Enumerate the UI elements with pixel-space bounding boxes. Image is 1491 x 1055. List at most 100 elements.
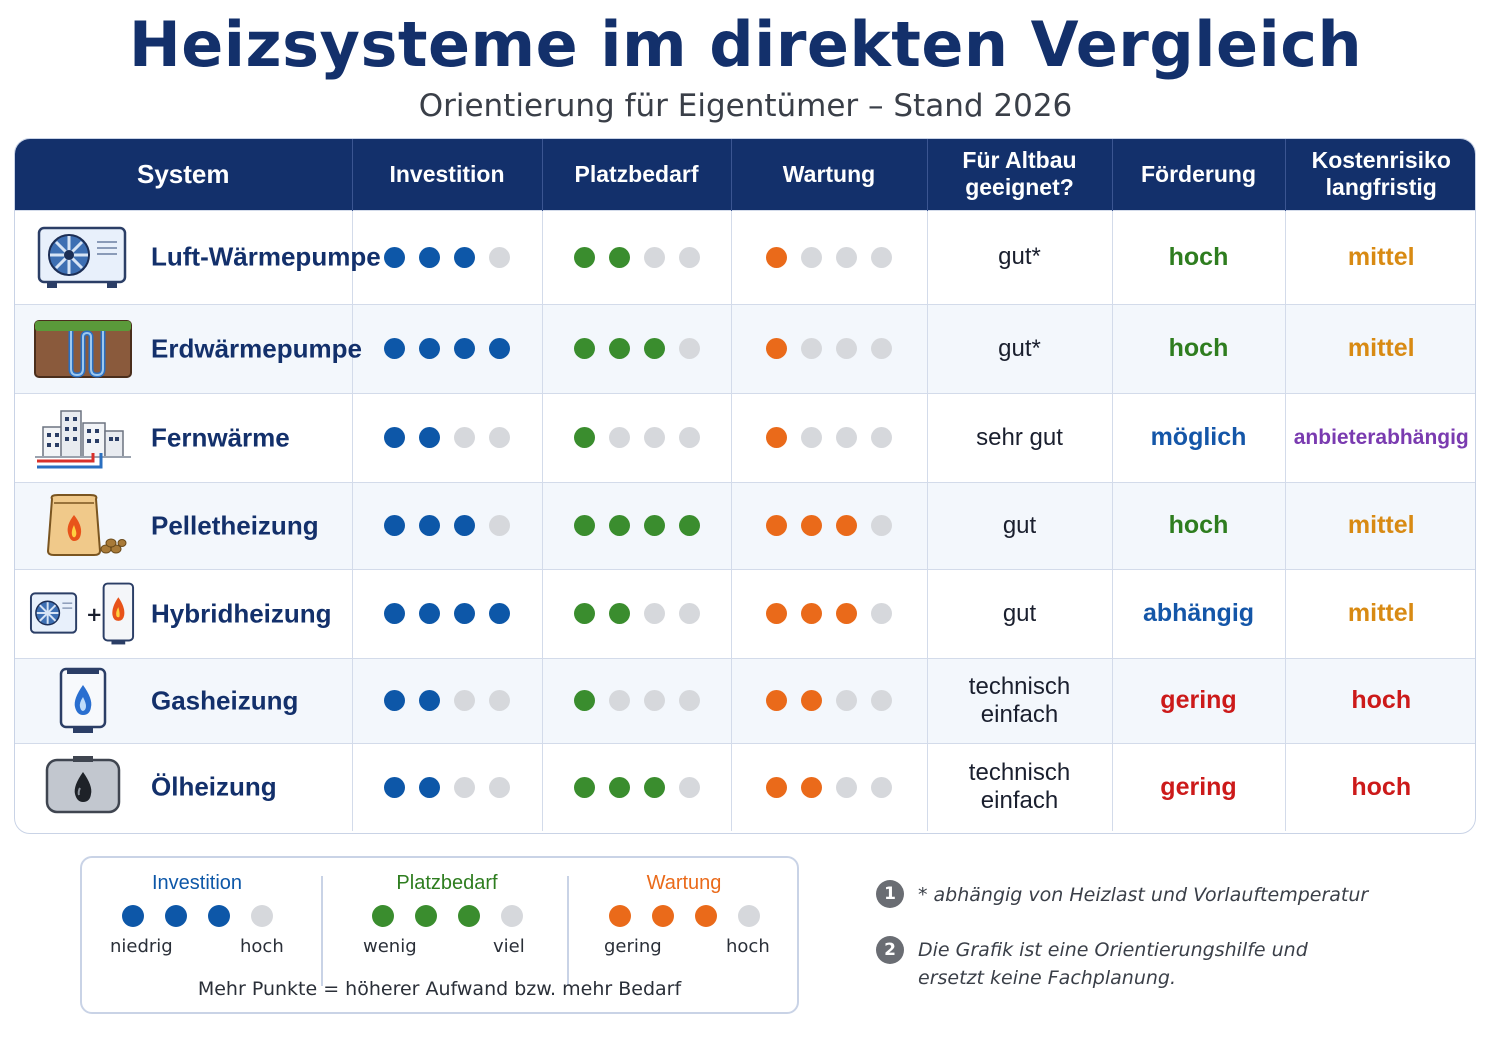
wartung-dot: [766, 338, 787, 359]
legend-platzbedarf-dots: [337, 905, 557, 927]
cell-system: Erdwärmepumpe: [15, 303, 362, 393]
cell-investition: [352, 209, 543, 304]
wartung-dots: [732, 603, 927, 624]
platzbedarf-dots: [543, 427, 731, 448]
header-altbau: Für Altbau geeignet?: [927, 139, 1113, 210]
wartung-dot: [836, 776, 857, 798]
cell-foerderung: gering: [1112, 657, 1286, 743]
platzbedarf-dot: [608, 427, 630, 448]
cell-foerderung: hoch: [1112, 481, 1286, 569]
cell-system: Ölheizung: [15, 742, 353, 831]
platzbedarf-dot: [678, 338, 700, 359]
header-altbau-label: Für Altbau geeignet?: [962, 147, 1077, 201]
cell-platzbedarf: [542, 657, 732, 743]
investition-dot: [489, 427, 510, 448]
wartung-dot: [766, 690, 787, 711]
investition-dot: [419, 427, 440, 448]
wartung-dot: [836, 515, 857, 536]
kostenrisiko-value: hoch: [1351, 686, 1412, 714]
cell-kostenrisiko: hoch: [1285, 657, 1475, 743]
kostenrisiko-value: mittel: [1347, 334, 1415, 362]
investition-dot: [454, 776, 475, 798]
platzbedarf-dot: [573, 776, 595, 798]
pellet-heating-icon: [29, 488, 137, 564]
footnote-2-text-line1: Die Grafik ist eine Orientierungshilfe u…: [918, 939, 1308, 961]
table-row: Gasheizung technisch einfach gering hoch: [15, 657, 1475, 743]
platzbedarf-dots: [543, 515, 731, 536]
wartung-dot: [871, 246, 892, 268]
platzbedarf-dot: [678, 515, 700, 536]
altbau-value: gut*: [998, 243, 1041, 270]
investition-dot: [419, 515, 440, 536]
footnote-2-badge: 2: [876, 936, 904, 964]
wartung-dot: [871, 427, 892, 448]
cell-wartung: [731, 481, 928, 569]
cell-kostenrisiko: mittel: [1285, 303, 1475, 393]
kostenrisiko-value: mittel: [1347, 242, 1415, 271]
investition-dot: [384, 603, 405, 624]
legend-platzbedarf-title: Platzbedarf: [396, 872, 498, 894]
wartung-dot: [871, 338, 892, 359]
district-heating-icon: [29, 400, 137, 476]
wartung-dots: [732, 515, 927, 536]
platzbedarf-dot: [608, 515, 630, 536]
investition-dot: [419, 603, 440, 624]
cell-wartung: [731, 209, 928, 304]
platzbedarf-dot: [643, 427, 665, 448]
wartung-dots: [732, 776, 927, 798]
hybrid-heating-icon: +: [29, 576, 137, 652]
platzbedarf-dots: [543, 690, 731, 711]
cell-platzbedarf: [542, 209, 732, 304]
investition-dots: [353, 338, 542, 359]
footnote-1-text: * abhängig von Heizlast und Vorlauftempe…: [918, 884, 1369, 906]
wartung-dot: [801, 690, 822, 711]
cell-investition: [352, 303, 543, 393]
cell-altbau: technisch einfach: [927, 657, 1113, 743]
investition-dot: [489, 246, 510, 268]
altbau-value: technisch einfach: [968, 759, 1071, 815]
wartung-dot: [766, 603, 787, 624]
cell-foerderung: gering: [1112, 742, 1286, 831]
platzbedarf-dot: [643, 690, 665, 711]
legend-divider: [567, 876, 569, 986]
platzbedarf-dot: [678, 690, 700, 711]
header-platzbedarf: Platzbedarf: [542, 139, 732, 210]
cell-investition: [352, 481, 543, 569]
investition-dot: [419, 776, 440, 798]
foerderung-value: abhängig: [1142, 599, 1255, 627]
system-name: Hybridheizung: [151, 598, 332, 628]
investition-dot: [419, 246, 440, 268]
table-row: Erdwärmepumpe gut* hoch mittel: [15, 303, 1475, 393]
footnote-2-text-line2: ersetzt keine Fachplanung.: [918, 967, 1177, 989]
table-row: Fernwärme sehr gut möglich anbieterabhängig: [15, 392, 1475, 482]
platzbedarf-dot: [573, 603, 595, 624]
wartung-dot: [801, 427, 822, 448]
cell-system: Gasheizung: [15, 657, 353, 743]
wartung-dot: [836, 603, 857, 624]
cell-wartung: [731, 303, 928, 393]
cell-wartung: [731, 742, 928, 831]
legend-investition-title: Investition: [151, 872, 243, 894]
investition-dot: [489, 690, 510, 711]
comparison-table: System Investition Platzbedarf Wartung F…: [14, 138, 1476, 834]
cell-kostenrisiko: mittel: [1285, 568, 1475, 658]
investition-dot: [454, 246, 475, 268]
investition-dot: [454, 515, 475, 536]
legend-investition-dot: [250, 905, 273, 927]
table-row: + Hybridheizung gut abhängig mittel: [15, 568, 1475, 658]
wartung-dot: [836, 690, 857, 711]
investition-dots: [353, 427, 542, 448]
wartung-dots: [732, 690, 927, 711]
platzbedarf-dot: [678, 603, 700, 624]
cell-altbau: sehr gut: [927, 392, 1113, 482]
foerderung-value: möglich: [1150, 423, 1247, 451]
wartung-dot: [766, 776, 787, 798]
platzbedarf-dot: [643, 246, 665, 268]
table-row: Ölheizung technisch einfach gering hoch: [15, 742, 1475, 831]
header-kostenrisiko-label: Kostenrisiko langfristig: [1311, 147, 1451, 201]
investition-dot: [419, 690, 440, 711]
platzbedarf-dot: [643, 776, 665, 798]
platzbedarf-dot: [608, 246, 630, 268]
wartung-dot: [836, 246, 857, 268]
platzbedarf-dots: [543, 338, 731, 359]
